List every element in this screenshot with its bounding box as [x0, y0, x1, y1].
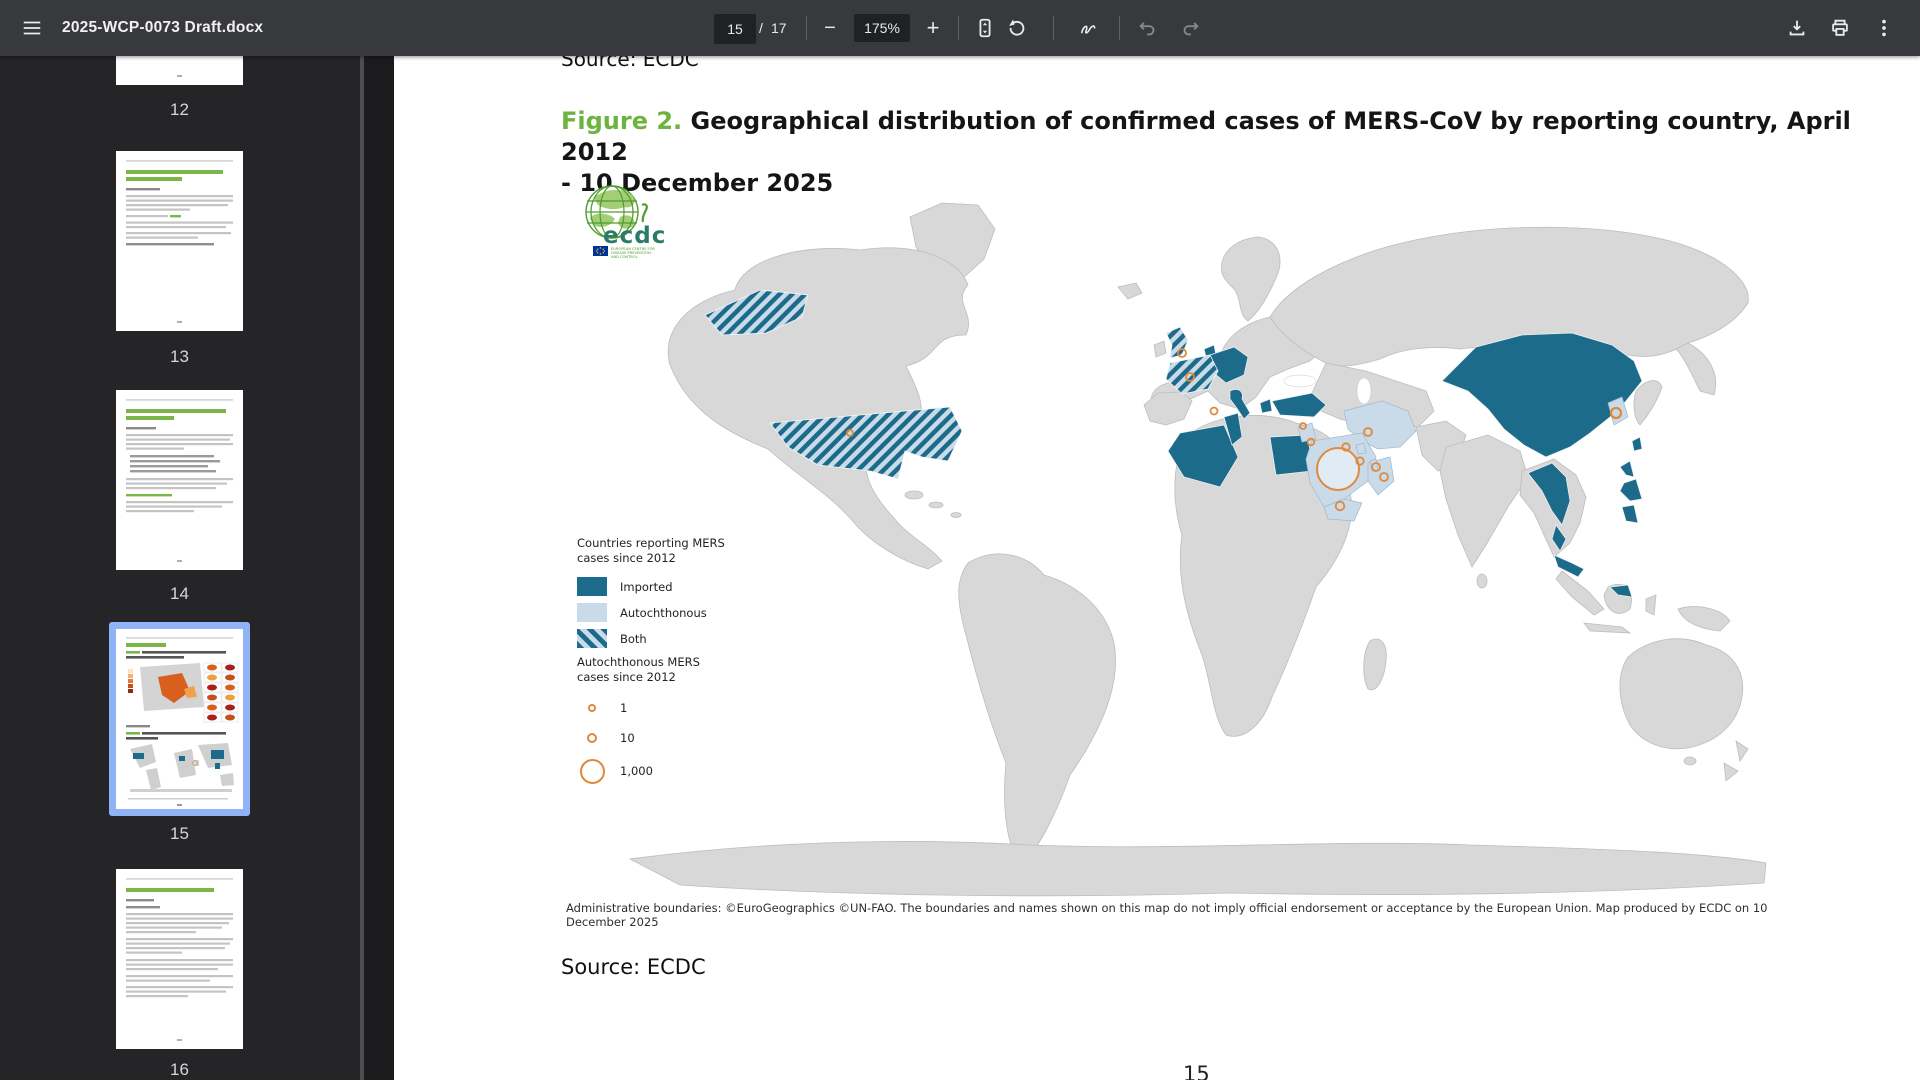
logo-leaf — [641, 203, 648, 223]
circle-swatch-cell — [577, 758, 607, 784]
download-button[interactable] — [1777, 8, 1817, 48]
fit-to-page-button[interactable] — [965, 8, 1005, 48]
toolbar-divider — [1119, 16, 1120, 40]
redo-button[interactable] — [1170, 8, 1210, 48]
print-icon — [1832, 19, 1848, 36]
page-footer-number: 15 — [1183, 1062, 1210, 1080]
legend-item-label: Autochthonous — [620, 605, 707, 620]
thumbnail-page-16[interactable] — [116, 869, 243, 1049]
toolbar-divider — [958, 16, 959, 40]
toolbar-divider — [806, 16, 807, 40]
map-legend: Countries reporting MERS cases since 201… — [577, 536, 747, 792]
thumbnail-label: 12 — [170, 100, 189, 119]
circle-swatch-cell — [577, 704, 607, 712]
countries-both — [704, 289, 1219, 480]
countries-autochthonous — [1297, 396, 1629, 522]
legend-size-1000: 1,000 — [577, 757, 747, 785]
thumbnail-label: 14 — [170, 584, 189, 603]
legend-size-label: 1 — [620, 701, 628, 715]
svg-text:EUROPEAN CENTRE FOR: EUROPEAN CENTRE FOR — [611, 247, 655, 251]
legend-item-label: Imported — [620, 579, 673, 594]
legend-size-title: Autochthonous MERS cases since 2012 — [577, 655, 700, 684]
svg-text:AND CONTROL: AND CONTROL — [611, 255, 638, 259]
figure-caption: Figure 2. Geographical distribution of c… — [561, 106, 1901, 199]
zoom-out-button[interactable]: − — [810, 8, 850, 48]
thumbnail-content — [177, 75, 182, 77]
page-number-input[interactable] — [714, 14, 756, 44]
legend-item-imported: Imported — [577, 577, 747, 596]
legend-class-title: Countries reporting MERS cases since 201… — [577, 536, 725, 565]
size-1-circle — [588, 704, 596, 712]
size-10-circle — [587, 733, 597, 743]
legend-size-10: 10 — [577, 726, 747, 750]
both-swatch — [577, 629, 607, 648]
world-map — [570, 195, 1790, 905]
three-dot-menu-icon — [1882, 19, 1886, 37]
zoom-in-button[interactable]: + — [913, 8, 953, 48]
thumbnail-content — [126, 399, 233, 562]
fit-to-page-icon — [979, 18, 991, 38]
page-total: 17 — [771, 20, 787, 36]
legend-size-label: 10 — [620, 731, 635, 745]
zoom-level-field[interactable]: 175% — [854, 14, 910, 42]
undo-button[interactable] — [1128, 8, 1168, 48]
annotate-button[interactable] — [1070, 8, 1110, 48]
sidebar-scrollbar[interactable] — [360, 56, 364, 1080]
legend-item-both: Both — [577, 629, 747, 648]
countries-imported — [1167, 332, 1643, 598]
download-icon — [1789, 20, 1805, 36]
hamburger-icon — [23, 21, 41, 35]
clipped-source-text: Source: ECDC — [561, 56, 699, 71]
document-page: Source: ECDC Figure 2. Geographical dist… — [394, 56, 1920, 1080]
plus-icon: + — [926, 15, 940, 40]
thumbnail-page-13[interactable] — [116, 151, 243, 331]
thumbnail-label: 16 — [170, 1060, 189, 1079]
ecdc-logo: ecdc EUROPEAN CENTRE FOR DISEASE PREVENT… — [585, 185, 666, 259]
rotate-button[interactable] — [997, 8, 1037, 48]
legend-size-label: 1,000 — [620, 764, 653, 778]
circle-swatch-cell — [577, 733, 607, 743]
sidebar-gutter — [360, 56, 394, 1080]
thumbnail-content — [126, 637, 239, 806]
figure-label: Figure 2. — [561, 107, 683, 135]
source-text: Source: ECDC — [561, 955, 706, 979]
size-1000-circle — [579, 758, 605, 784]
eu-flag-stars — [596, 247, 605, 255]
thumbnail-page-12[interactable] — [116, 56, 243, 85]
eu-flag — [593, 246, 608, 256]
legend-item-autochthonous: Autochthonous — [577, 603, 747, 622]
thumbnail-label: 13 — [170, 347, 189, 366]
thumbnail-content — [126, 160, 233, 323]
legend-item-label: Both — [620, 631, 647, 646]
redo-icon — [1183, 22, 1199, 36]
globe-grid — [586, 185, 638, 239]
ecdc-wordmark: ecdc — [603, 223, 666, 249]
page-separator: / — [759, 20, 763, 36]
autochthonous-swatch — [577, 603, 607, 622]
document-title: 2025-WCP-0073 Draft.docx — [62, 19, 264, 36]
svg-text:DISEASE PREVENTION: DISEASE PREVENTION — [611, 251, 651, 255]
print-button[interactable] — [1820, 8, 1860, 48]
menu-button[interactable] — [12, 8, 52, 48]
toolbar-divider — [1053, 16, 1054, 40]
minus-icon: − — [824, 17, 836, 39]
thumbnail-content — [126, 878, 233, 1041]
logo-subtext: EUROPEAN CENTRE FOR DISEASE PREVENTION A… — [611, 247, 655, 259]
case-circles — [846, 348, 1623, 512]
pen-squiggle-icon — [1080, 25, 1096, 34]
imported-swatch — [577, 577, 607, 596]
figure-title-line1: Geographical distribution of confirmed c… — [561, 107, 1851, 166]
thumbnail-page-14[interactable] — [116, 390, 243, 570]
thumbnail-page-15-selected[interactable] — [109, 622, 250, 816]
undo-icon — [1139, 22, 1155, 36]
more-options-button[interactable] — [1864, 8, 1904, 48]
inland-seas — [1283, 374, 1372, 405]
map-footnote: Administrative boundaries: ©EuroGeograph… — [566, 901, 1768, 929]
thumbnail-label: 15 — [170, 824, 189, 843]
rotate-ccw-icon — [1009, 19, 1025, 36]
thumbnail-sidebar: 12 13 — [0, 56, 360, 1080]
legend-size-1: 1 — [577, 697, 747, 719]
viewer-toolbar: 2025-WCP-0073 Draft.docx / 17 − 175% + — [0, 0, 1920, 56]
